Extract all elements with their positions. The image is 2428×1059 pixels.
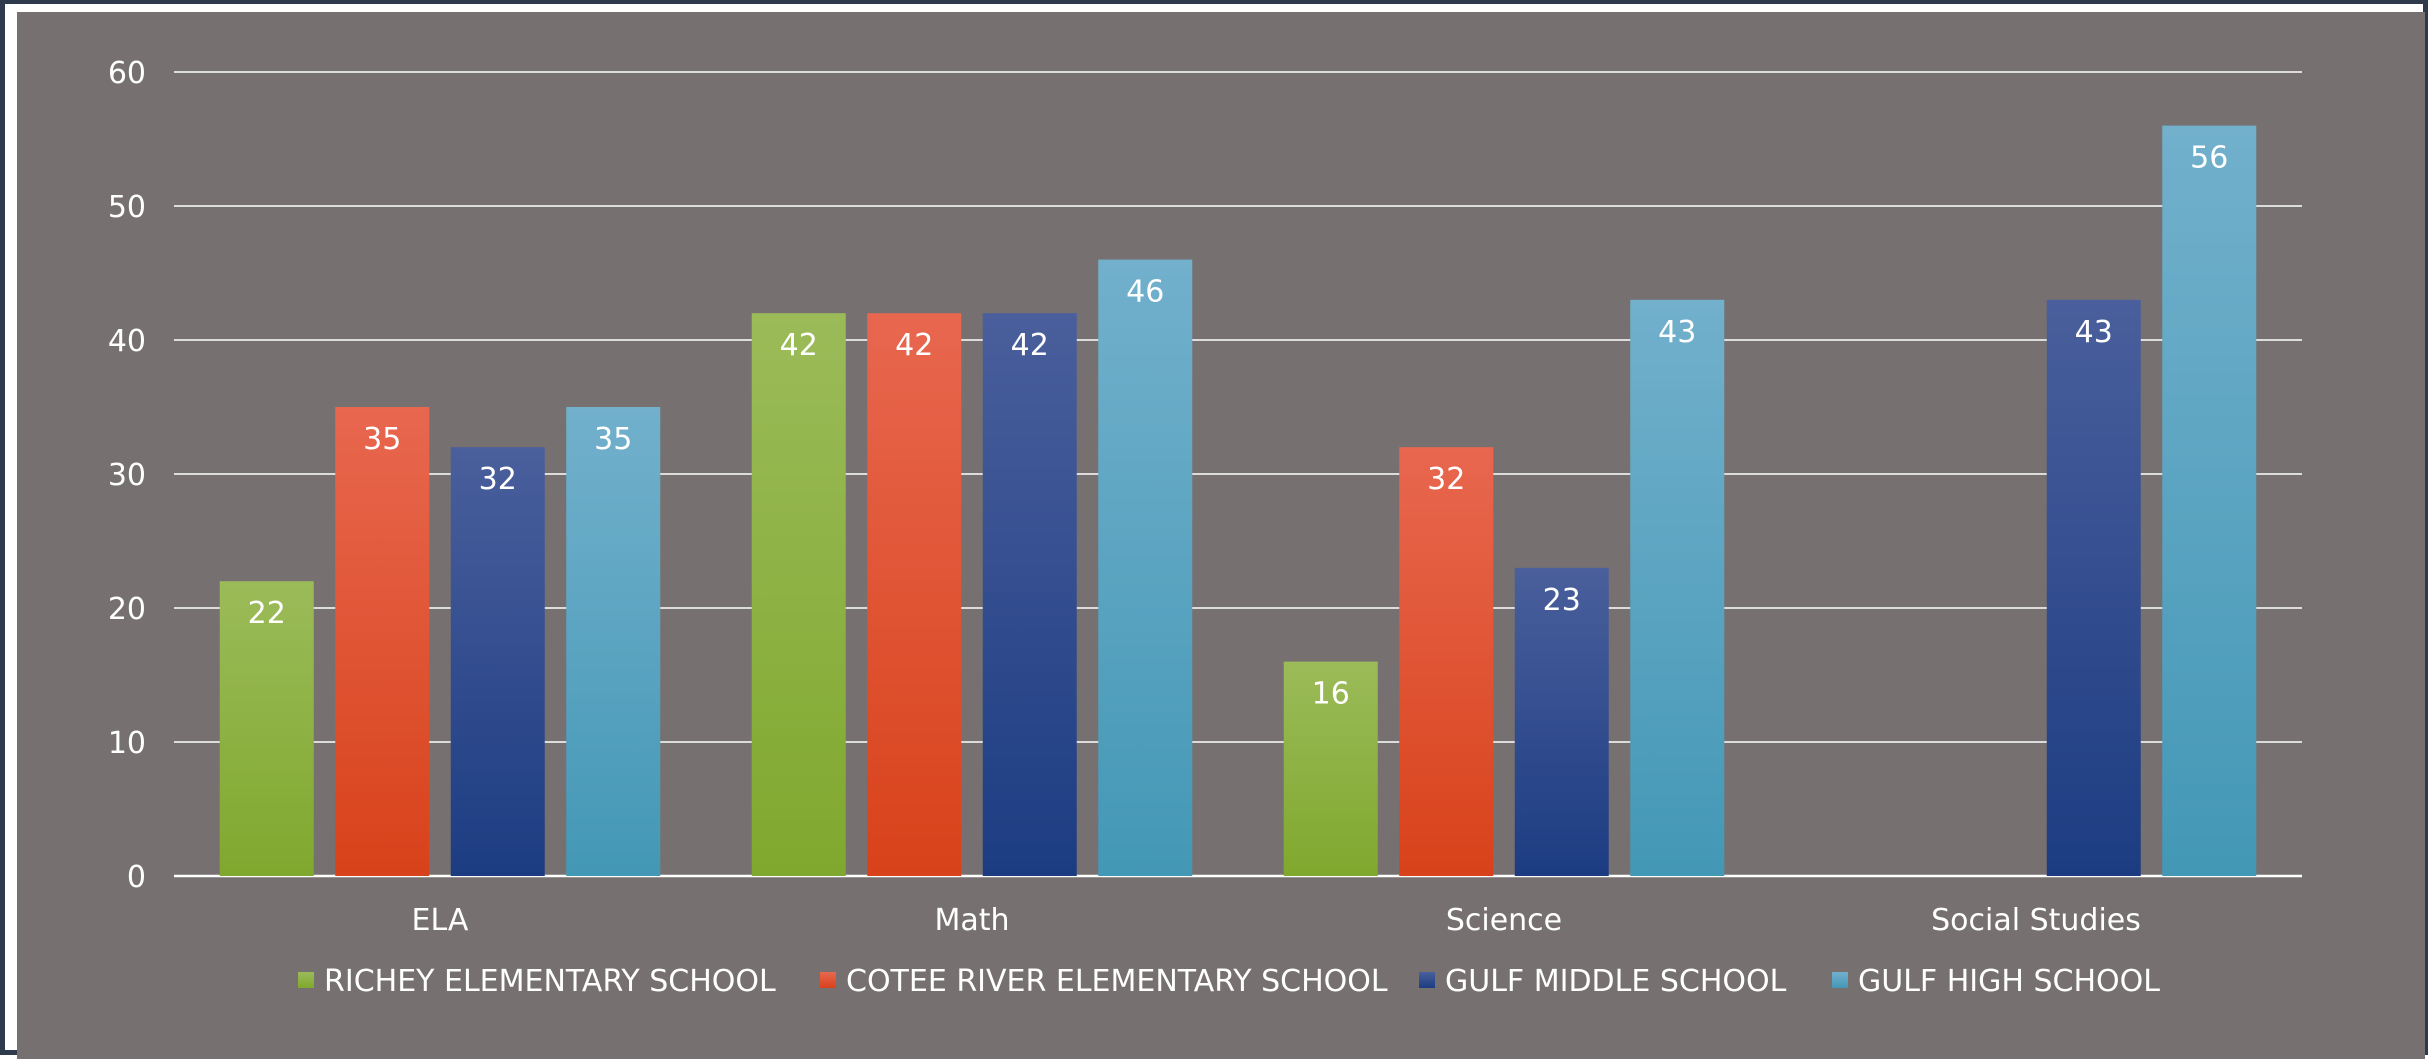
legend-swatch [820,972,836,988]
bar [867,313,962,876]
y-tick-label: 30 [108,458,146,493]
bar [1630,299,1725,876]
legend-swatch [1419,972,1435,988]
y-tick-label: 50 [108,190,146,225]
x-tick-label: Math [934,903,1009,938]
data-label: 42 [895,328,933,363]
bar [1514,567,1609,876]
x-axis-ticks: ELA Math Science Social Studies [412,903,2141,938]
bar [2046,299,2141,876]
data-label: 42 [780,328,818,363]
legend-label: GULF MIDDLE SCHOOL [1445,964,1787,999]
data-label: 32 [1427,462,1465,497]
x-tick-label: Science [1446,903,1562,938]
y-tick-label: 0 [127,860,146,895]
legend-label: COTEE RIVER ELEMENTARY SCHOOL [846,964,1388,999]
data-label: 43 [1658,315,1696,350]
bars [219,125,2257,877]
data-label: 35 [363,422,401,457]
data-label: 42 [1011,328,1049,363]
y-axis-ticks: 0 10 20 30 40 50 60 [108,56,146,895]
bar [2162,125,2257,877]
x-tick-label: ELA [412,903,469,938]
data-label: 22 [248,596,286,631]
bar [751,313,846,876]
legend-swatch [298,972,314,988]
bar [335,407,430,876]
data-label: 16 [1312,677,1350,712]
legend: RICHEY ELEMENTARY SCHOOL COTEE RIVER ELEM… [298,964,2160,999]
bar [450,447,545,876]
data-label: 43 [2075,315,2113,350]
data-label: 56 [2190,141,2228,176]
bar [1399,447,1494,876]
data-label: 46 [1126,275,1164,310]
legend-label: GULF HIGH SCHOOL [1858,964,2160,999]
y-tick-label: 20 [108,592,146,627]
bar [1283,661,1378,876]
data-label: 23 [1543,583,1581,618]
legend-swatch [1832,972,1848,988]
data-label: 35 [594,422,632,457]
legend-label: RICHEY ELEMENTARY SCHOOL [324,964,776,999]
bar [566,407,661,876]
bar [1098,259,1193,877]
bar [982,313,1077,876]
y-tick-label: 60 [108,56,146,91]
x-tick-label: Social Studies [1931,903,2141,938]
y-tick-label: 10 [108,726,146,761]
data-labels: 22 35 32 35 42 42 42 46 16 32 23 43 43 56 [248,141,2229,712]
bar [219,581,314,876]
y-tick-label: 40 [108,324,146,359]
data-label: 32 [479,462,517,497]
